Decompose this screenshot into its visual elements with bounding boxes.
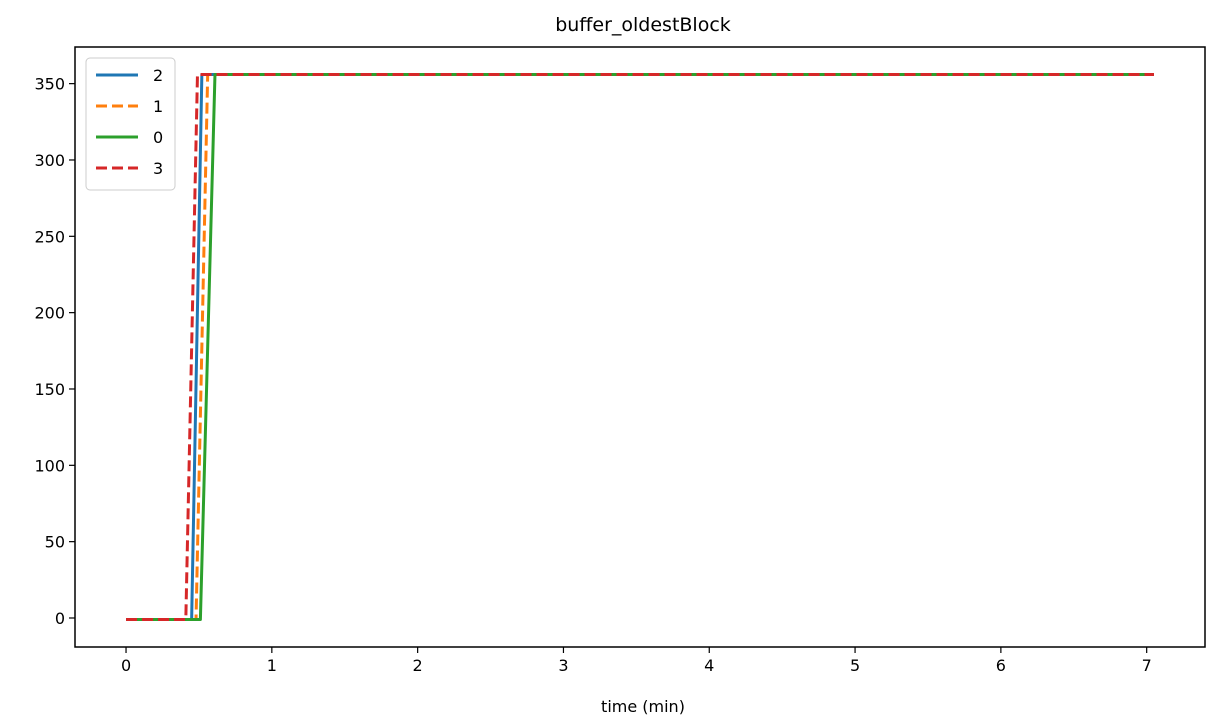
- x-tick-label: 7: [1142, 656, 1152, 675]
- y-tick-label: 250: [34, 227, 65, 246]
- legend-label: 1: [153, 97, 163, 116]
- x-axis-label: time (min): [601, 697, 685, 716]
- x-axis: 0 1 2 3 4 5 6 7: [121, 647, 1152, 675]
- y-tick-label: 300: [34, 151, 65, 170]
- legend-label: 0: [153, 128, 163, 147]
- chart-title: buffer_oldestBlock: [555, 14, 731, 36]
- legend-label: 2: [153, 66, 163, 85]
- x-tick-label: 2: [413, 656, 423, 675]
- y-tick-label: 150: [34, 380, 65, 399]
- y-tick-label: 200: [34, 304, 65, 323]
- series-line-0: [126, 72, 1154, 622]
- x-tick-label: 4: [704, 656, 714, 675]
- x-tick-label: 1: [267, 656, 277, 675]
- series-line-2: [126, 72, 1154, 622]
- legend-box: [85, 57, 176, 191]
- y-tick-label: 350: [34, 75, 65, 94]
- y-tick-label: 0: [55, 609, 65, 628]
- x-tick-label: 6: [996, 656, 1006, 675]
- legend: 2 1 0 3: [85, 57, 176, 191]
- y-tick-label: 100: [34, 456, 65, 475]
- plot-area: [126, 72, 1154, 622]
- x-tick-label: 0: [121, 656, 131, 675]
- y-axis: 0 50 100 150 200 250 300 350: [34, 75, 75, 628]
- x-tick-label: 3: [558, 656, 568, 675]
- x-tick-label: 5: [850, 656, 860, 675]
- y-tick-label: 50: [45, 533, 65, 552]
- series-line-3: [126, 72, 1154, 622]
- axes-frame: [74, 46, 1206, 648]
- legend-label: 3: [153, 159, 163, 178]
- series-line-1: [126, 72, 1154, 622]
